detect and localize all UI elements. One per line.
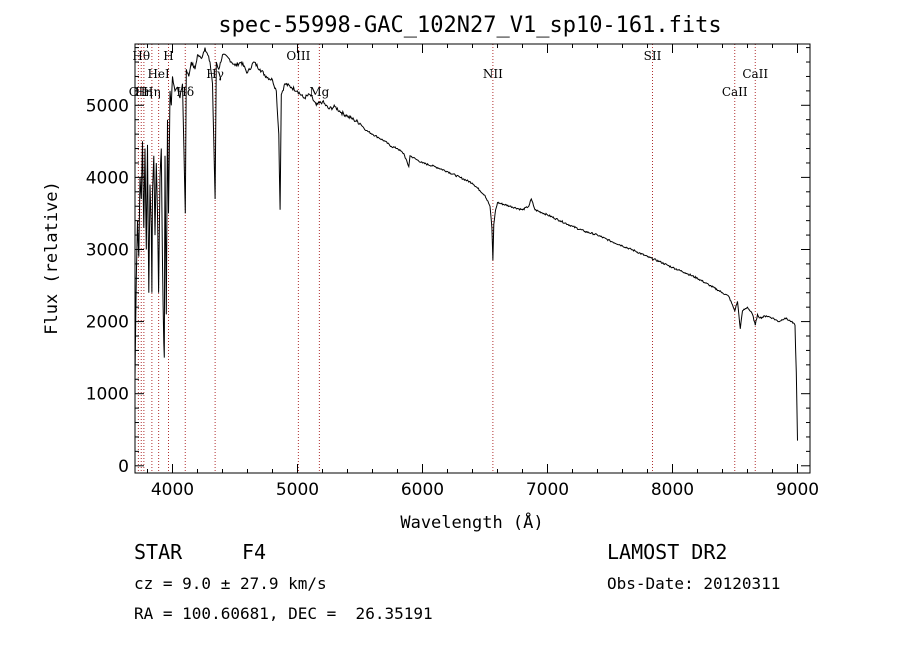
line-label: Hη [143, 85, 161, 99]
x-axis-label: Wavelength (Å) [400, 511, 543, 533]
line-label: Hη [135, 85, 153, 99]
line-label: SII [644, 49, 662, 63]
y-tick-label: 2000 [86, 313, 129, 333]
object-subclass: F4 [242, 540, 267, 564]
line-label: Hδ [176, 85, 194, 99]
y-tick-label: 5000 [86, 96, 129, 116]
x-tick-label: 6000 [401, 480, 444, 500]
line-label: HeI [147, 67, 170, 81]
line-label: CaII [742, 67, 768, 81]
y-tick-label: 4000 [86, 168, 129, 188]
chart-title: spec-55998-GAC_102N27_V1_sp10-161.fits [218, 13, 721, 38]
spectrum-chart: spec-55998-GAC_102N27_V1_sp10-161.fits O… [42, 13, 819, 533]
y-axis-label: Flux (relative) [42, 181, 62, 335]
x-tick-label: 7000 [526, 480, 569, 500]
object-class: STAR [134, 540, 183, 564]
spectrum-series [134, 47, 798, 441]
survey-name: LAMOST DR2 [607, 540, 728, 564]
line-label: OIII [286, 49, 310, 63]
line-label: Mg [309, 85, 329, 99]
line-label: H [163, 49, 173, 63]
line-label: NII [483, 67, 503, 81]
y-tick-label: 1000 [86, 385, 129, 405]
obs-date: Obs-Date: 20120311 [607, 574, 781, 593]
plot-frame [134, 43, 811, 474]
line-label: Hθ [132, 49, 150, 63]
axis-ticks: 4000 5000 6000 7000 8000 9000 0 1000 2000 3000 400… [86, 44, 819, 500]
spectrum-line [134, 47, 798, 441]
coordinates: RA = 100.60681, DEC = 26.35191 [134, 604, 433, 623]
line-label: Hγ [206, 67, 224, 81]
x-tick-label: 4000 [151, 480, 194, 500]
x-tick-label: 8000 [651, 480, 694, 500]
x-tick-label: 9000 [776, 480, 819, 500]
y-tick-label: 3000 [86, 240, 129, 260]
x-tick-label: 5000 [276, 480, 319, 500]
y-tick-label: 0 [118, 457, 129, 477]
line-label: CaII [722, 85, 748, 99]
redshift-value: cz = 9.0 ± 27.9 km/s [134, 574, 327, 593]
